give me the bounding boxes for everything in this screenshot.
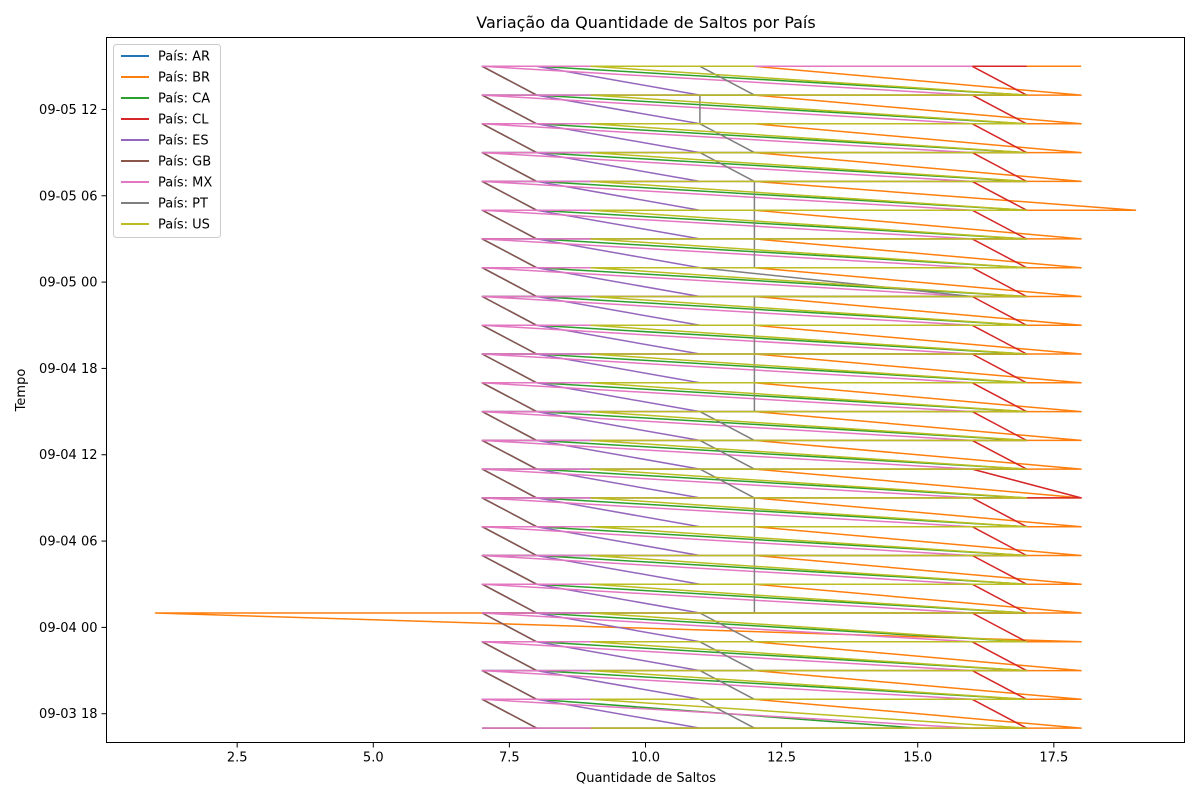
legend-label: País: BR (158, 71, 210, 86)
plot-lines (154, 65, 1137, 729)
legend-label: País: CA (158, 92, 210, 107)
y-tick-label: 09-04 18 (39, 362, 97, 377)
chart-title: Variação da Quantidade de Saltos por Paí… (476, 13, 815, 32)
series-line-mx (481, 65, 973, 729)
y-tick-label: 09-05 06 (39, 189, 97, 204)
series-line-gb (481, 65, 538, 729)
legend-label: País: GB (158, 155, 211, 170)
y-tick-label: 09-04 06 (39, 535, 97, 550)
legend-label: País: CL (158, 113, 209, 128)
y-tick-label: 09-05 12 (39, 103, 97, 118)
y-tick-label: 09-05 00 (39, 276, 97, 291)
y-tick-label: 09-04 00 (39, 621, 97, 636)
x-axis-title: Quantidade de Saltos (576, 771, 716, 786)
series-line-us (590, 65, 1028, 729)
y-tick-label: 09-03 18 (39, 707, 97, 722)
legend-label: País: MX (158, 176, 212, 191)
y-tick-label: 09-04 12 (39, 448, 97, 463)
legend-label: País: ES (158, 134, 209, 149)
legend-label: País: US (158, 218, 210, 233)
x-tick-label: 17.5 (1039, 751, 1068, 766)
x-tick-label: 7.5 (499, 751, 520, 766)
legend-label: País: PT (158, 197, 208, 212)
x-tick-label: 12.5 (767, 751, 796, 766)
x-axis: 2.5 5.0 7.5 10.0 12.5 15.0 17.5 (227, 742, 1068, 766)
x-tick-label: 10.0 (631, 751, 660, 766)
series-line-cl (971, 65, 1082, 729)
legend-box (113, 44, 221, 238)
legend-label: País: AR (158, 50, 210, 65)
x-tick-label: 15.0 (903, 751, 932, 766)
x-tick-label: 2.5 (227, 751, 248, 766)
series-line-br (154, 65, 1137, 729)
legend: País: AR País: BR País: CA País: CL País: ES… (113, 44, 221, 238)
y-axis-title: Tempo (14, 369, 29, 413)
x-tick-label: 5.0 (363, 751, 384, 766)
y-axis: 09-03 18 09-04 00 09-04 06 09-04 12 09-04 18… (39, 103, 107, 722)
